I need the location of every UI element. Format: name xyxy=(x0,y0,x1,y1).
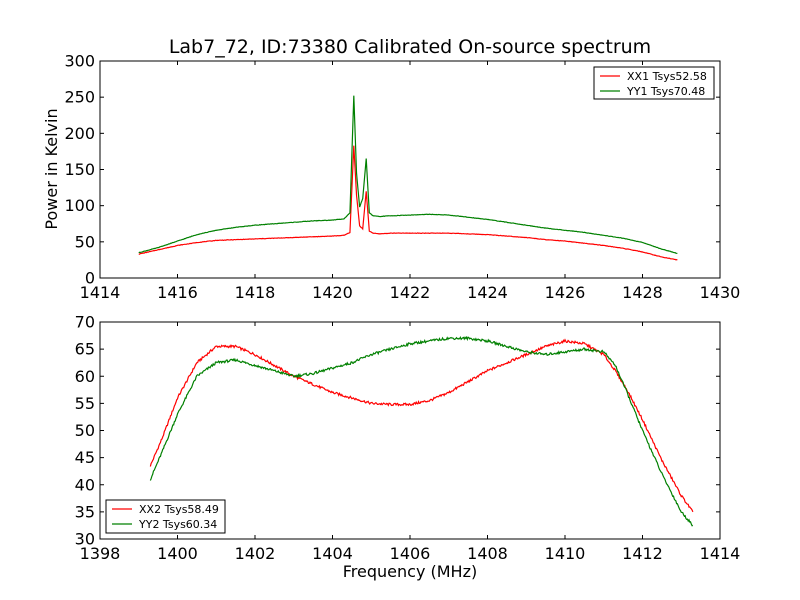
y-tick-label: 40 xyxy=(75,475,95,494)
legend: XX1 Tsys52.58 YY1 Tsys70.48 xyxy=(593,66,715,100)
x-tick-label: 1412 xyxy=(622,544,663,563)
y-tick-label: 0 xyxy=(85,269,95,288)
y-tick-label: 200 xyxy=(64,124,95,143)
legend-box xyxy=(105,499,226,534)
y-tick-label: 30 xyxy=(75,530,95,549)
y-tick-label: 50 xyxy=(75,232,95,251)
y-tick-label: 100 xyxy=(64,196,95,215)
y-tick-label: 45 xyxy=(75,448,95,467)
x-tick-label: 1426 xyxy=(545,283,586,302)
x-tick-label: 1400 xyxy=(157,544,198,563)
y-tick-label: 300 xyxy=(64,52,95,71)
y-tick-label: 35 xyxy=(75,502,95,521)
y-tick-label: 60 xyxy=(75,367,95,386)
legend-label: XX1 Tsys52.58 xyxy=(627,70,707,83)
x-tick-label: 1422 xyxy=(390,283,431,302)
x-tick-label: 1418 xyxy=(235,283,276,302)
x-tick-label: 1404 xyxy=(312,544,353,563)
chart-title: Lab7_72, ID:73380 Calibrated On-source s… xyxy=(169,36,651,58)
y-tick-label: 150 xyxy=(64,160,95,179)
x-tick-label: 1414 xyxy=(700,544,741,563)
top-ylabel: Power in Kelvin xyxy=(42,108,61,229)
x-tick-label: 1428 xyxy=(622,283,663,302)
x-tick-label: 1430 xyxy=(700,283,741,302)
x-tick-label: 1416 xyxy=(157,283,198,302)
y-tick-label: 50 xyxy=(75,421,95,440)
series-line-2 xyxy=(138,95,678,255)
x-tick-label: 1420 xyxy=(312,283,353,302)
bottom-xlabel: Frequency (MHz) xyxy=(343,562,477,581)
x-tick-label: 1406 xyxy=(390,544,431,563)
series-group xyxy=(149,335,694,527)
x-tick-label: 1410 xyxy=(545,544,586,563)
legend-label: YY1 Tsys70.48 xyxy=(626,85,705,98)
series-line-1 xyxy=(138,145,678,261)
legend-label: YY2 Tsys60.34 xyxy=(138,518,217,531)
series-line-1 xyxy=(149,338,694,513)
bottom-panel: 1398 1400 1402 1404 1406 1408 1410 1412 1414 30 35… xyxy=(75,313,741,564)
y-tick-label: 55 xyxy=(75,394,95,413)
legend-box xyxy=(593,66,715,100)
x-tick-label: 1408 xyxy=(467,544,508,563)
series-line-2 xyxy=(149,335,694,527)
y-tick-label: 65 xyxy=(75,340,95,359)
y-tick-label: 70 xyxy=(75,313,95,332)
x-tick-label: 1424 xyxy=(467,283,508,302)
x-tick-label: 1398 xyxy=(80,544,121,563)
x-tick-label: 1402 xyxy=(235,544,276,563)
legend: XX2 Tsys58.49 YY2 Tsys60.34 xyxy=(105,499,226,534)
x-tick-label: 1414 xyxy=(80,283,121,302)
series-group xyxy=(138,95,678,261)
y-tick-label: 250 xyxy=(64,88,95,107)
legend-label: XX2 Tsys58.49 xyxy=(139,503,219,516)
top-panel: 1414 1416 1418 1420 1422 1424 1426 1428 1430 0 50 1… xyxy=(64,52,740,303)
